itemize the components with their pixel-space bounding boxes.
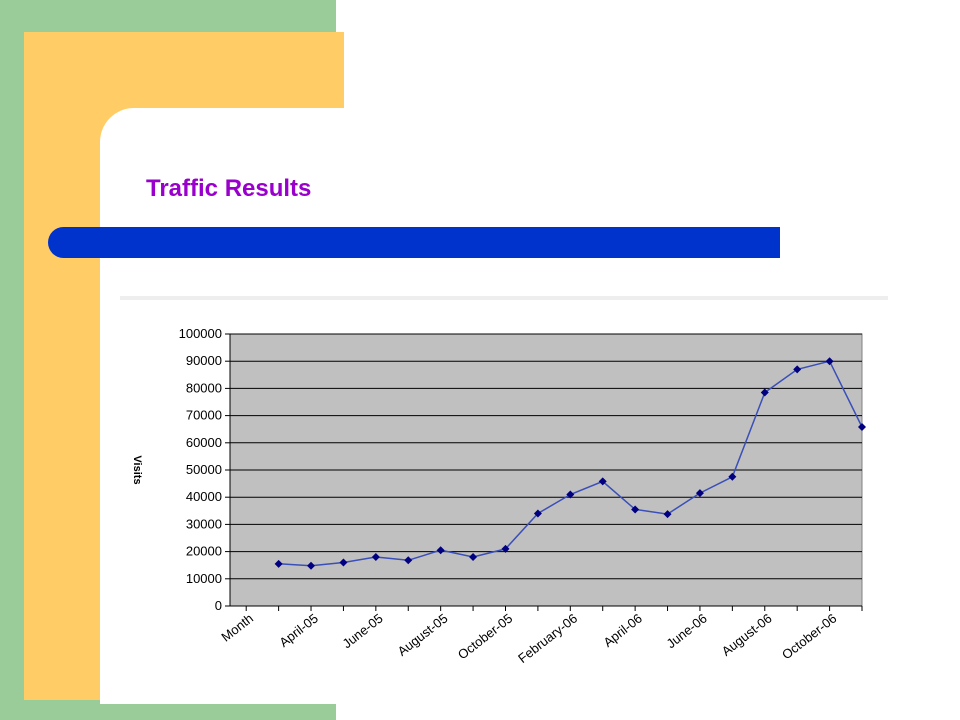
data-point <box>760 388 769 397</box>
x-tick-label: October-06 <box>779 611 839 663</box>
y-axis-ticks: 0 10000 20000 30000 40000 50000 60000 70000 8000… <box>179 326 230 613</box>
gridlines <box>229 333 862 607</box>
x-tick-label: Month <box>218 611 256 645</box>
y-tick-label: 50000 <box>186 462 222 477</box>
x-tick-label: August-05 <box>395 611 451 659</box>
data-point <box>858 423 866 432</box>
title-underline-bar <box>48 227 780 258</box>
y-tick-label: 60000 <box>186 435 222 450</box>
data-point <box>274 559 283 568</box>
data-point <box>598 477 607 486</box>
y-tick-label: 40000 <box>186 489 222 504</box>
data-point <box>469 553 478 562</box>
y-tick-label: 20000 <box>186 544 222 559</box>
y-tick-label: 30000 <box>186 516 222 531</box>
data-point <box>339 558 348 567</box>
data-point <box>728 472 737 481</box>
x-tick-label: February-06 <box>515 611 580 666</box>
data-point <box>566 490 575 499</box>
data-point <box>371 553 380 562</box>
data-point <box>793 365 802 374</box>
x-tick-label: October-05 <box>455 611 515 663</box>
data-point <box>825 357 834 366</box>
x-tick-label: August-06 <box>719 611 775 659</box>
x-tick-label: June-05 <box>339 611 385 652</box>
y-axis-label: Visits <box>131 455 143 484</box>
data-point <box>404 556 413 565</box>
y-tick-label: 100000 <box>179 326 222 341</box>
data-point <box>307 561 316 570</box>
y-tick-label: 0 <box>215 598 222 613</box>
x-tick-label: April-05 <box>276 611 321 650</box>
series-visits <box>274 357 866 570</box>
data-point <box>695 489 704 498</box>
x-axis-ticks: Month April-05 June-05 August-05 October-05 F… <box>218 606 863 666</box>
data-point <box>501 544 510 553</box>
y-tick-label: 90000 <box>186 353 222 368</box>
x-tick-label: June-06 <box>664 611 710 652</box>
y-tick-label: 70000 <box>186 408 222 423</box>
chart-frame: 0 10000 20000 30000 40000 50000 60000 70000 8000… <box>120 296 888 704</box>
data-point <box>631 505 640 514</box>
x-tick-label: April-06 <box>600 611 645 650</box>
y-tick-label: 10000 <box>186 571 222 586</box>
slide-title: Traffic Results <box>146 175 312 202</box>
data-point <box>533 509 542 518</box>
data-point <box>436 546 445 555</box>
y-tick-label: 80000 <box>186 380 222 395</box>
traffic-line-chart: 0 10000 20000 30000 40000 50000 60000 70000 8000… <box>131 326 866 666</box>
